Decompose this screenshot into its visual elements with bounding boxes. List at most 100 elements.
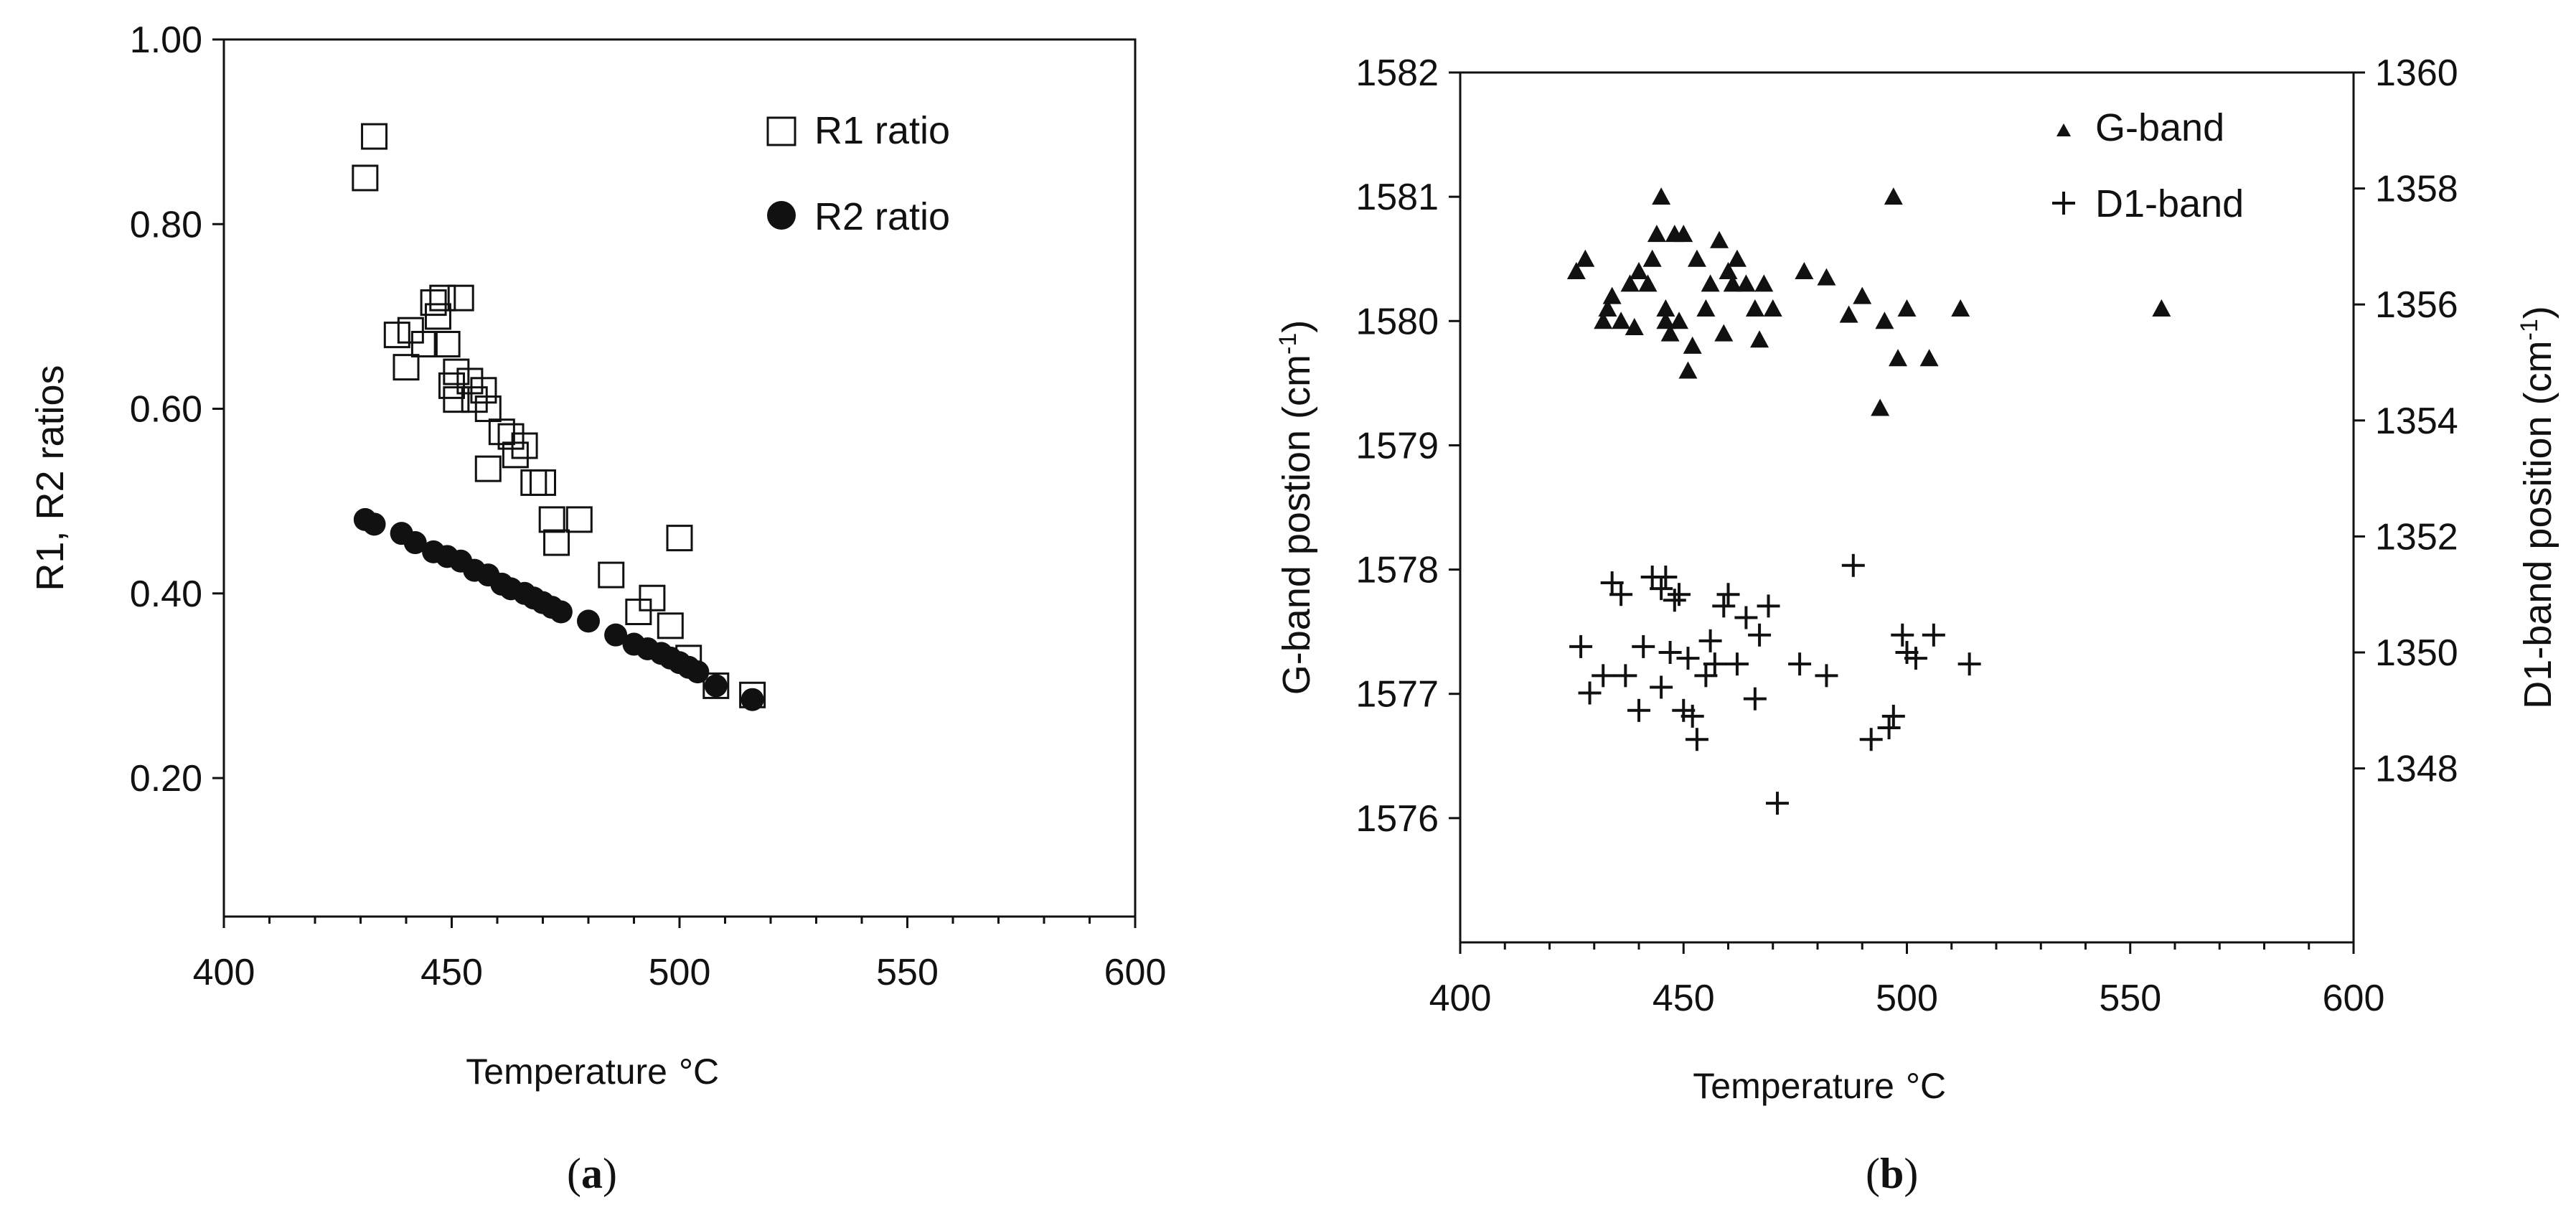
y-tick-label-b-1580: 1580 [1355, 301, 1439, 342]
y2-tick-label-b-1350: 1350 [2375, 632, 2458, 674]
g-band-point [1710, 230, 1729, 248]
g-band-point [1674, 225, 1693, 243]
r1-point [565, 506, 593, 533]
y-axis-label-b-text: G-band postion (cm [1275, 355, 1318, 695]
y2-tick-label-b-1354: 1354 [2375, 400, 2458, 442]
legend-b: G-band D1-band [2052, 106, 2244, 225]
x-tick-label-a-500: 500 [649, 952, 711, 993]
d1-band-point [1957, 652, 1981, 676]
x-axis-ticks-a: 400 450 500 550 600 [193, 917, 1166, 993]
r1-point [474, 395, 502, 423]
y-tick-label-b-1581: 1581 [1355, 177, 1439, 218]
g-band-point [1683, 336, 1702, 354]
d1-band-point [1614, 664, 1637, 688]
g-band-point [1723, 274, 1742, 292]
d1-band-point [1748, 623, 1772, 647]
g-band-point [1951, 299, 1970, 317]
d1-band-point [1578, 681, 1602, 705]
caption-paren-open-b: ( [1866, 1150, 1880, 1197]
d1-band-point [1877, 716, 1901, 740]
g-band-point [1889, 349, 1908, 367]
r2-point [686, 660, 710, 684]
r1-point [447, 284, 474, 311]
y-axis-ticks-b: 1576 1577 1578 1579 1580 1581 1582 [1355, 52, 1460, 840]
y2-tick-label-b-1348: 1348 [2375, 749, 2458, 790]
g-band-point [1897, 299, 1917, 317]
g-band-point [1602, 286, 1622, 304]
g-band-point [1678, 361, 1698, 379]
d1-band-point [1600, 571, 1624, 595]
r2-point [549, 600, 573, 624]
r1-point [443, 386, 470, 413]
caption-paren-close-a: ) [603, 1150, 617, 1197]
r1-point [470, 377, 497, 404]
g-band-point [1871, 398, 1890, 416]
d1-band-point [1891, 623, 1914, 647]
d1-band-point [1698, 629, 1722, 652]
y-tick-label-b-1578: 1578 [1355, 550, 1439, 591]
g-band-point [1576, 249, 1595, 267]
g-band-point [1745, 299, 1764, 317]
r1-point [598, 561, 625, 589]
x-axis-ticks-b: 400 450 500 550 600 [1429, 942, 2384, 1019]
g-band-series [1566, 187, 2171, 416]
r1-point [361, 123, 388, 150]
d1-band-point [1904, 647, 1927, 670]
y-tick-label-b-1582: 1582 [1355, 52, 1439, 94]
r2-point [604, 623, 628, 647]
d1-band-point [1859, 728, 1883, 751]
g-band-point [1687, 249, 1706, 267]
d1-band-point [1788, 652, 1812, 676]
legend-a: R1 ratio R2 ratio [766, 109, 950, 238]
g-band-point [1696, 299, 1716, 317]
legend-marker-r1 [766, 116, 796, 146]
y2-axis-ticks-b: 1348 1350 1352 1354 1356 1358 1360 [2354, 52, 2458, 790]
x-tick-label-b-550: 550 [2099, 978, 2161, 1019]
d1-band-point [1922, 623, 1945, 647]
r1-point [397, 317, 424, 344]
g-band-point [1884, 187, 1903, 205]
y-axis-ticks-a: 0.20 0.40 0.60 0.80 1.00 [130, 19, 224, 800]
r1-point [702, 672, 730, 699]
d1-band-series [1569, 553, 1981, 815]
d1-band-point [1712, 594, 1736, 618]
d1-band-point [1815, 664, 1838, 688]
r1-point [443, 358, 470, 385]
legend-label-r2: R2 ratio [814, 195, 950, 238]
g-band-point [1714, 324, 1734, 342]
d1-band-point [1654, 565, 1678, 589]
legend-marker-d1-band [2052, 192, 2075, 215]
caption-letter-a: a [581, 1150, 603, 1197]
y-axis-label-b-sup: -1 [1274, 333, 1302, 355]
r2-ratio-series [353, 507, 764, 711]
r1-point [639, 584, 666, 612]
y-tick-label-a-2: 0.60 [130, 389, 202, 431]
d1-band-point [1680, 704, 1704, 728]
d1-band-point [1668, 583, 1691, 606]
r1-point [410, 330, 438, 357]
d1-band-point [1743, 687, 1767, 711]
r1-point [625, 599, 652, 626]
y-tick-label-a-1: 0.40 [130, 573, 202, 615]
r1-point [543, 529, 570, 556]
d1-band-point [1694, 664, 1718, 688]
g-band-point [1763, 299, 1782, 317]
x-axis-unit-b: °C [1906, 1066, 1946, 1106]
d1-band-point [1592, 664, 1615, 688]
g-band-point [1652, 187, 1671, 205]
g-band-point [1656, 299, 1675, 317]
g-band-point [1875, 311, 1894, 329]
r2-point [704, 674, 728, 698]
x-tick-label-a-400: 400 [193, 952, 255, 993]
g-band-point [1566, 262, 1586, 280]
r2-point [577, 609, 600, 633]
g-band-point [1853, 286, 1872, 304]
y2-axis-label-b: D1-band position (cm-1) [2516, 306, 2559, 708]
d1-band-point [1569, 634, 1593, 658]
legend-label-g-band: G-band [2095, 106, 2224, 149]
r1-point [420, 289, 447, 317]
y2-axis-label-b-end: ) [2516, 306, 2559, 319]
r2-point [741, 688, 764, 711]
x-axis-unit-a: °C [679, 1051, 719, 1092]
